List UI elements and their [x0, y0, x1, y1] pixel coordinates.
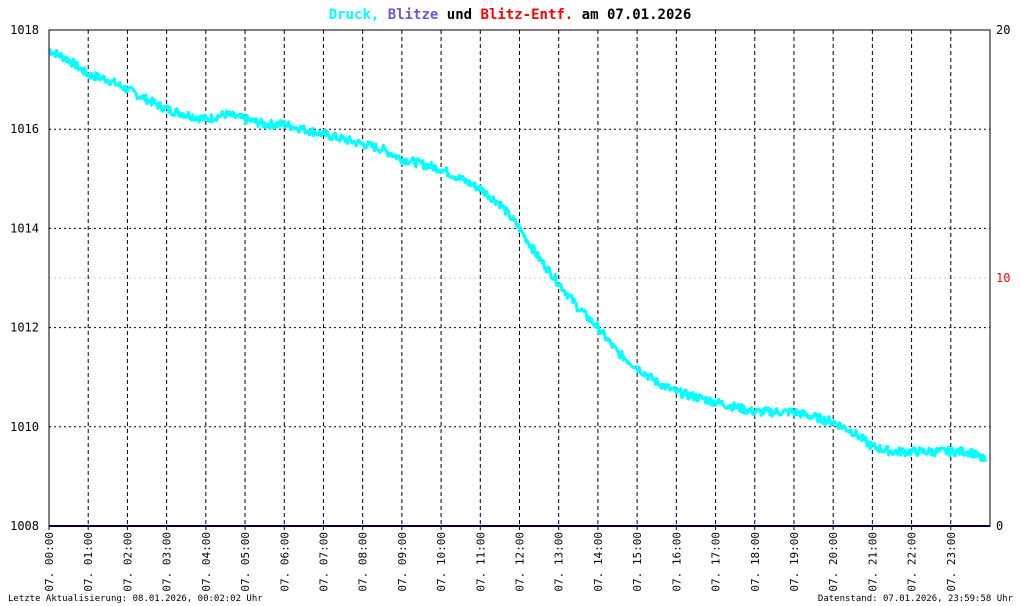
x-tick-label: 07. 18:00	[749, 532, 762, 592]
title-blitze: Blitze	[388, 7, 439, 23]
x-tick-label: 07. 13:00	[553, 532, 566, 592]
y-left-tick-label: 1018	[10, 23, 39, 37]
y-left-tick-label: 1008	[10, 519, 39, 533]
x-axis-ticks: 07. 00:00 07. 01:00 07. 02:00 07. 03:00 07. …	[43, 532, 958, 592]
x-tick-label: 07. 00:00	[43, 532, 56, 592]
grid	[48, 30, 990, 530]
x-tick-label: 07. 05:00	[239, 532, 252, 592]
x-tick-label: 07. 09:00	[396, 532, 409, 592]
title-sep: ,	[371, 7, 379, 23]
x-tick-label: 07. 04:00	[200, 532, 213, 592]
title-date: am 07.01.2026	[582, 7, 692, 23]
y-left-tick-label: 1010	[10, 420, 39, 434]
title-und: und	[447, 7, 472, 23]
x-tick-label: 07. 12:00	[514, 532, 527, 592]
footer-last-update: Letzte Aktualisierung: 08.01.2026, 00:02…	[8, 594, 263, 604]
x-tick-label: 07. 08:00	[357, 532, 370, 592]
y-left-tick-label: 1014	[10, 221, 39, 235]
x-tick-label: 07. 06:00	[278, 532, 291, 592]
y-left-tick-label: 1016	[10, 122, 39, 136]
y-left-tick-label: 1012	[10, 321, 39, 335]
series-druck-line	[48, 48, 988, 463]
x-tick-label: 07. 17:00	[710, 532, 723, 592]
x-tick-label: 07. 10:00	[435, 532, 448, 592]
x-tick-label: 07. 15:00	[631, 532, 644, 592]
x-tick-label: 07. 01:00	[82, 532, 95, 592]
y-right-tick-label: 0	[996, 519, 1003, 533]
right-axis-ticks: 0 10 20	[996, 23, 1010, 533]
plot-frame	[48, 29, 991, 527]
chart-title: Druck, Blitze und Blitz-Entf. am 07.01.2…	[329, 7, 692, 23]
x-tick-label: 07. 03:00	[161, 532, 174, 592]
x-tick-label: 07. 07:00	[317, 532, 330, 592]
x-tick-label: 07. 16:00	[670, 532, 683, 592]
footer-data-state: Datenstand: 07.01.2026, 23:59:58 Uhr	[818, 594, 1014, 604]
x-tick-label: 07. 19:00	[788, 532, 801, 592]
x-tick-label: 07. 23:00	[945, 532, 958, 592]
x-tick-label: 07. 14:00	[592, 532, 605, 592]
title-entf: Blitz-Entf.	[481, 7, 574, 23]
left-axis-ticks: 1008 1010 1012 1014 1016 1018	[10, 23, 39, 533]
x-tick-label: 07. 02:00	[121, 532, 134, 592]
title-druck: Druck	[329, 7, 372, 23]
y-right-tick-label: 10	[996, 271, 1010, 285]
x-tick-label: 07. 11:00	[474, 532, 487, 592]
y-right-tick-label: 20	[996, 23, 1010, 37]
x-tick-label: 07. 21:00	[866, 532, 879, 592]
x-tick-label: 07. 22:00	[906, 532, 919, 592]
x-tick-label: 07. 20:00	[827, 532, 840, 592]
